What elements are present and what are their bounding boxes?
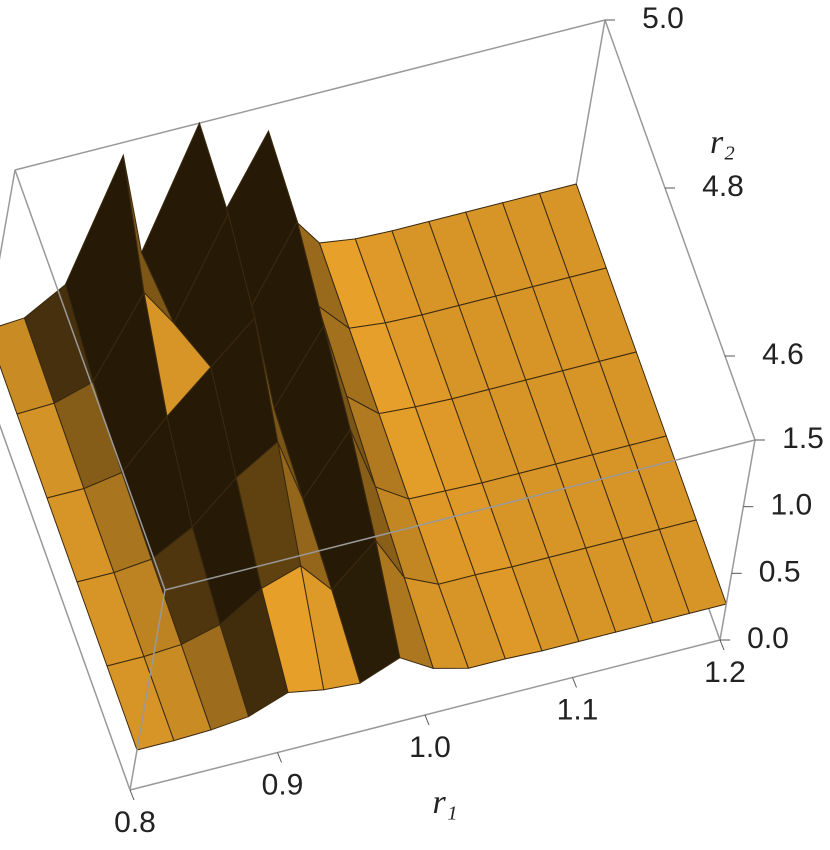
x-axis-label: r₁ (432, 784, 457, 821)
box-edge (719, 439, 756, 641)
surface-cell (106, 656, 175, 751)
z-tick-label: 1.0 (770, 489, 812, 522)
x-tick-label: 1.0 (409, 731, 451, 764)
x-tick (719, 639, 725, 651)
x-tick-label: 1.1 (557, 693, 599, 726)
box-edge (0, 169, 16, 261)
x-tick (129, 789, 135, 801)
x-tick (572, 677, 577, 688)
box-edge (14, 169, 166, 591)
box-edge (129, 589, 166, 791)
x-tick-label: 1.2 (704, 656, 746, 689)
x-tick (277, 752, 282, 763)
y-tick-label: 4.6 (762, 338, 804, 371)
box-edge (14, 19, 606, 171)
y-tick-label: 4.8 (702, 170, 744, 203)
box-edge (164, 439, 756, 591)
x-tick-label: 0.8 (114, 806, 156, 839)
z-tick-label: 0.5 (759, 555, 801, 588)
x-tick (424, 714, 430, 726)
y-tick-label: 5.0 (642, 2, 684, 35)
y-axis-label: r₂ (710, 124, 735, 161)
z-tick-label: 0.0 (747, 622, 789, 655)
box-edge (0, 423, 131, 791)
z-tick-label: 1.5 (782, 422, 824, 455)
box-edge (604, 19, 756, 441)
x-tick-label: 0.9 (262, 768, 304, 801)
